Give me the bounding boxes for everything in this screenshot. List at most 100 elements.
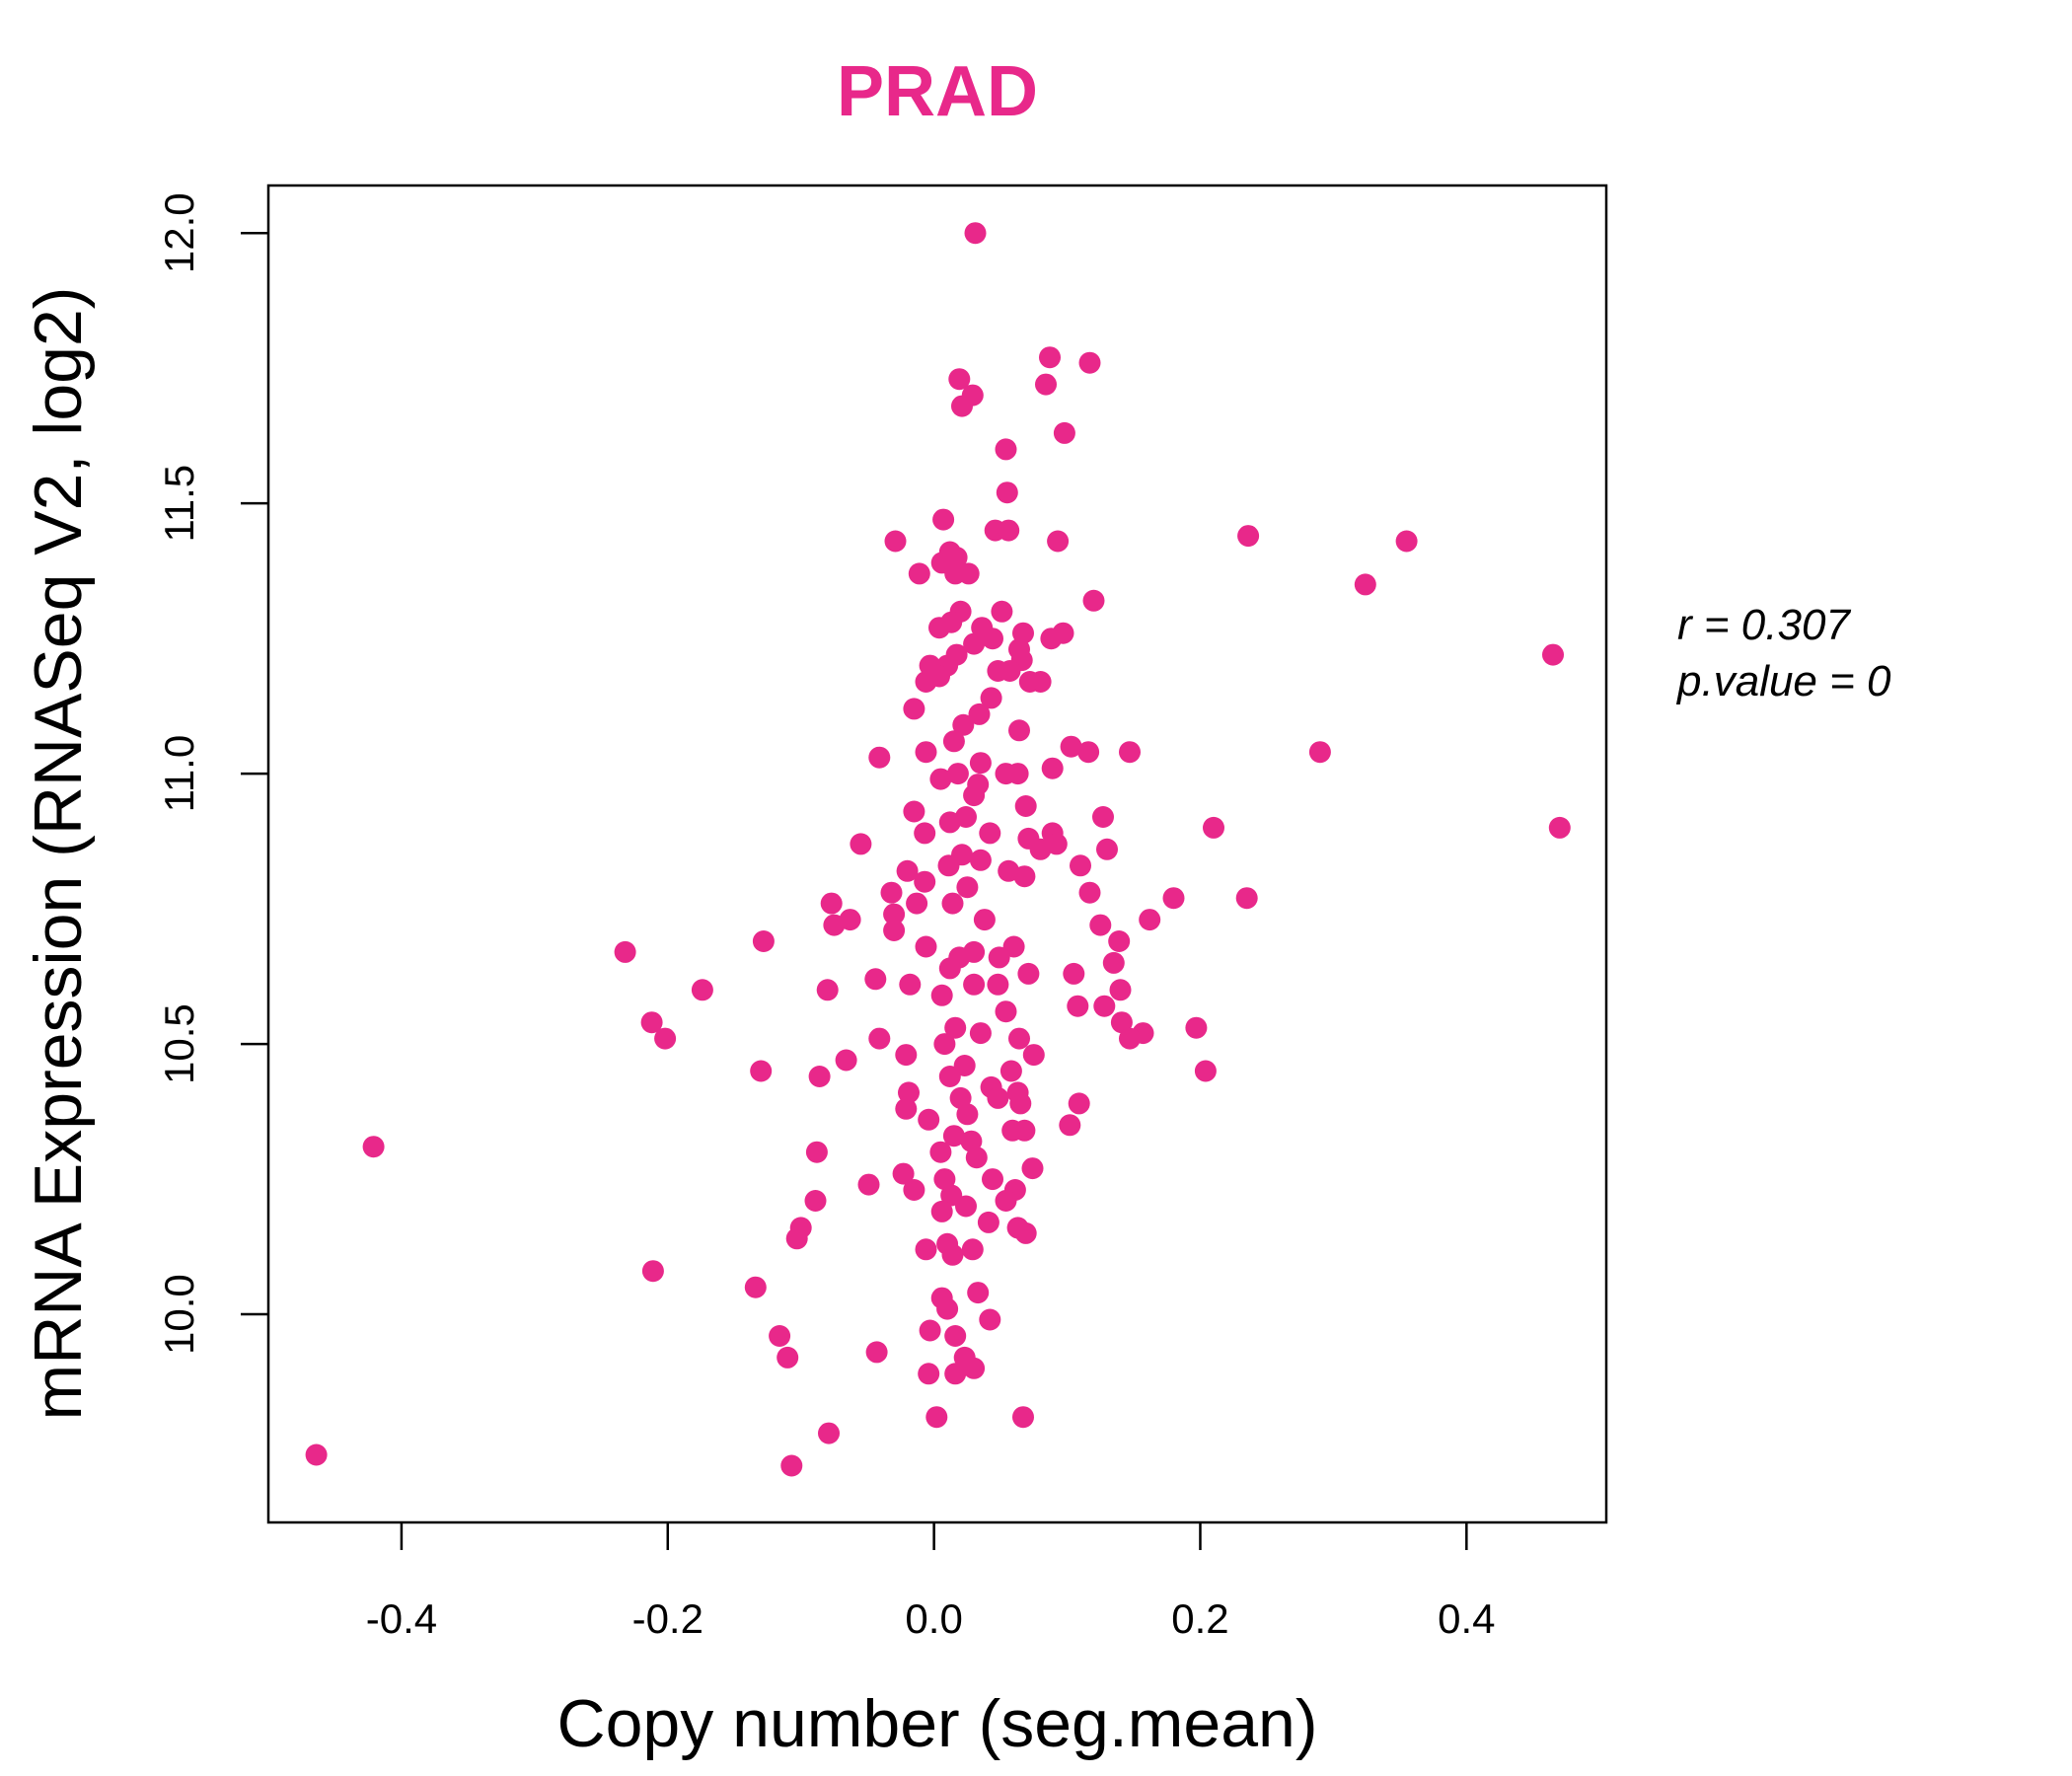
data-point <box>942 730 965 753</box>
data-point <box>1053 421 1075 444</box>
x-tick-label: -0.4 <box>366 1595 437 1642</box>
data-point <box>999 660 1021 682</box>
data-point <box>1012 622 1034 644</box>
data-point <box>963 973 986 996</box>
data-point <box>1110 1011 1133 1034</box>
data-point <box>1078 881 1101 904</box>
data-point <box>883 903 906 925</box>
data-point <box>996 481 1018 504</box>
data-point <box>969 1022 992 1045</box>
data-point <box>895 1097 918 1120</box>
data-point <box>1060 735 1082 758</box>
data-point <box>944 1016 967 1039</box>
data-point <box>979 1308 1001 1331</box>
data-point <box>1548 816 1571 839</box>
data-point <box>938 1066 961 1087</box>
x-tick-label: 0.4 <box>1438 1595 1495 1642</box>
data-point <box>956 876 979 899</box>
data-point <box>967 1282 990 1304</box>
data-point <box>987 1086 1009 1109</box>
data-point <box>1070 854 1091 877</box>
data-point <box>956 1103 979 1126</box>
data-point <box>820 892 843 915</box>
data-point <box>936 1297 959 1320</box>
x-tick-label: 0.2 <box>1171 1595 1228 1642</box>
data-point <box>614 940 636 963</box>
data-point <box>944 1363 967 1385</box>
data-point <box>1029 671 1052 693</box>
data-point <box>884 530 907 553</box>
y-tick-label: 10.0 <box>156 1274 202 1355</box>
data-point <box>305 1443 328 1466</box>
data-point <box>952 713 975 736</box>
data-point <box>988 946 1010 969</box>
data-point <box>691 979 713 1001</box>
y-tick-label: 10.5 <box>156 1003 202 1084</box>
data-point <box>823 914 846 936</box>
data-point <box>1063 962 1085 985</box>
data-point <box>1059 1114 1081 1137</box>
data-point <box>963 784 986 807</box>
x-axis-label: Copy number (seg.mean) <box>556 1686 1317 1761</box>
p-value-statistic: p.value = 0 <box>1675 657 1891 705</box>
y-axis: 10.0 10.5 11.0 11.5 12.0 <box>156 192 268 1355</box>
data-point <box>896 859 919 882</box>
data-point <box>1014 1221 1037 1244</box>
data-point <box>780 1454 803 1477</box>
data-point <box>982 628 1003 650</box>
data-point <box>1119 1027 1141 1050</box>
data-point <box>914 870 936 893</box>
data-point <box>918 1363 940 1385</box>
data-point <box>1029 838 1052 860</box>
data-point <box>915 1238 937 1261</box>
data-point <box>960 1130 983 1152</box>
data-point <box>805 1141 828 1163</box>
data-point <box>995 1000 1017 1023</box>
data-point <box>991 600 1013 623</box>
data-point <box>1162 887 1185 910</box>
data-point <box>928 617 950 639</box>
data-point <box>995 1190 1017 1212</box>
data-point <box>903 1179 925 1201</box>
data-point <box>963 632 986 655</box>
data-point <box>930 1200 953 1222</box>
data-point <box>929 1141 952 1163</box>
data-point <box>937 854 960 877</box>
data-point <box>918 1108 940 1131</box>
y-tick-label: 12.0 <box>156 192 202 273</box>
data-point <box>1078 351 1101 374</box>
data-point <box>892 1162 915 1185</box>
data-point <box>987 973 1009 996</box>
data-point <box>903 800 925 823</box>
data-point <box>1542 643 1564 666</box>
data-point <box>973 909 996 931</box>
data-point <box>864 968 887 991</box>
data-point <box>915 671 937 693</box>
data-point <box>963 1357 986 1379</box>
data-point <box>903 698 925 720</box>
x-axis: -0.4 -0.2 0.0 0.2 0.4 <box>366 1522 1496 1642</box>
data-point <box>1013 1119 1036 1142</box>
data-point <box>1012 1406 1034 1429</box>
data-point <box>1194 1060 1217 1082</box>
data-point <box>944 1325 967 1347</box>
data-point <box>995 438 1017 461</box>
y-axis-label: mRNA Expression (RNASeq V2, log2) <box>21 287 96 1421</box>
data-point <box>968 703 991 725</box>
data-point <box>880 881 903 904</box>
data-point <box>906 892 928 915</box>
data-point <box>998 519 1020 542</box>
data-point <box>1008 1027 1030 1050</box>
data-point <box>898 1081 920 1104</box>
data-point <box>640 1011 663 1034</box>
data-point <box>1237 525 1260 548</box>
data-point <box>883 920 906 941</box>
data-point <box>868 746 891 769</box>
data-point <box>914 822 936 845</box>
data-point <box>938 957 961 980</box>
data-point <box>865 1341 888 1364</box>
data-point <box>1067 995 1089 1017</box>
data-point <box>948 368 971 391</box>
